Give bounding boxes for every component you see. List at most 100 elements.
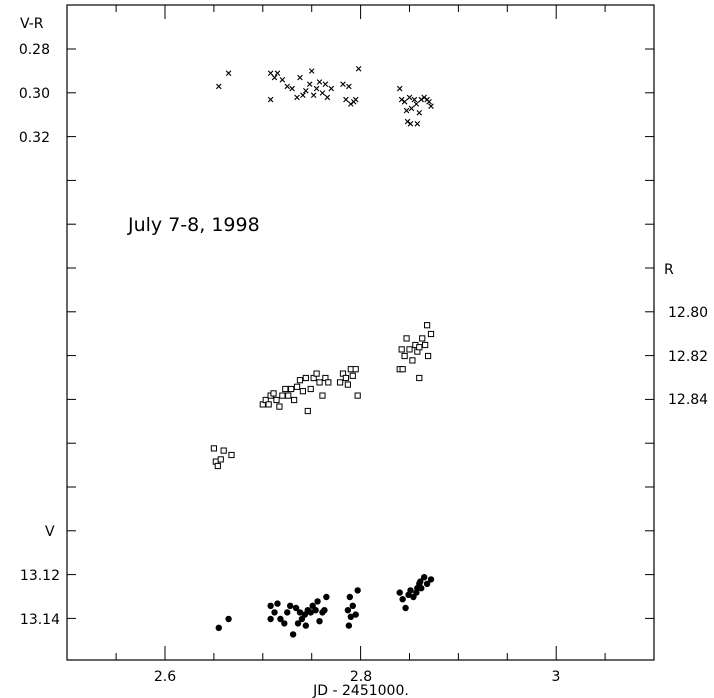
v-point-24 [267, 615, 274, 623]
v-point-16 [307, 609, 314, 616]
v-point-18 [312, 607, 319, 614]
vr-point-13 [306, 81, 313, 87]
vr-point-6 [279, 77, 286, 83]
v-point-7 [284, 609, 291, 616]
vr-point-29 [396, 85, 403, 92]
v-point-37 [407, 587, 414, 594]
vr-tick-label-2: 0.32 [19, 130, 50, 146]
r-point-12 [276, 403, 283, 410]
r-point-21 [302, 374, 309, 382]
r-point-22 [304, 407, 311, 415]
v-tick-label-1: 13.14 [20, 612, 60, 628]
r-point-42 [406, 346, 413, 353]
r-point-43 [409, 357, 416, 364]
v-point-22 [321, 607, 328, 614]
vr-point-2 [267, 70, 274, 76]
r-point-13 [279, 392, 286, 399]
r-point-11 [273, 396, 280, 404]
v-point-46 [417, 578, 424, 585]
v-point-29 [352, 611, 359, 618]
vr-point-8 [289, 85, 295, 92]
r-point-8 [265, 401, 272, 408]
r-point-46 [416, 344, 423, 351]
r-point-33 [344, 381, 351, 388]
r-point-16 [288, 385, 295, 393]
vr-point-27 [352, 96, 359, 103]
vr-point-21 [328, 85, 335, 92]
vr-point-16 [313, 85, 320, 92]
vr-point-9 [294, 94, 300, 101]
r-point-23 [307, 385, 314, 393]
r-point-4 [220, 447, 227, 454]
v-point-6 [281, 620, 288, 627]
r-point-20 [299, 388, 306, 395]
v-point-35 [402, 604, 409, 612]
r-point-52 [416, 374, 423, 382]
x-tick-label-2: 3 [552, 669, 561, 685]
vr-point-12 [303, 88, 309, 94]
vr-point-15 [310, 92, 317, 98]
v-point-44 [427, 576, 435, 583]
x-tick-label-1: 2.8 [350, 669, 372, 685]
v-point-11 [294, 620, 302, 627]
vr-point-7 [284, 83, 291, 90]
r-point-29 [325, 379, 332, 386]
r-point-41 [403, 335, 410, 342]
v-point-45 [414, 585, 421, 592]
r-point-49 [424, 352, 432, 360]
vr-point-28 [355, 66, 362, 72]
v-point-10 [292, 604, 300, 612]
r-point-48 [422, 341, 429, 349]
r-point-14 [282, 385, 289, 393]
v-point-1 [225, 615, 232, 623]
vr-point-19 [322, 81, 329, 87]
r-point-10 [270, 390, 277, 397]
v-point-2 [267, 602, 274, 609]
vr-point-45 [414, 121, 421, 127]
v-point-32 [345, 622, 353, 629]
v-point-28 [349, 602, 356, 609]
vr-point-24 [346, 83, 352, 90]
r-point-26 [316, 379, 323, 386]
r-axis-label: R [664, 262, 674, 278]
r-point-3 [217, 456, 224, 463]
r-point-5 [228, 451, 235, 459]
v-point-30 [354, 587, 361, 594]
vr-point-37 [416, 110, 423, 116]
vr-tick-label-1: 0.30 [19, 86, 50, 102]
v-point-4 [274, 600, 281, 607]
plot-frame [66, 4, 655, 661]
vr-point-10 [297, 74, 303, 81]
vr-point-35 [411, 96, 418, 103]
r-point-25 [313, 370, 320, 377]
vr-point-3 [271, 74, 278, 81]
r-point-51 [399, 366, 406, 373]
v-point-31 [346, 593, 354, 601]
x-axis-label: JD - 2451000. [312, 683, 409, 698]
r-point-18 [293, 383, 301, 390]
r-tick-label-0: 12.80 [668, 305, 708, 321]
r-tick-label-2: 12.84 [668, 392, 708, 408]
r-point-27 [319, 392, 326, 399]
vr-point-5 [267, 96, 274, 103]
vr-point-4 [274, 70, 281, 76]
v-point-27 [347, 613, 355, 620]
vr-point-44 [407, 121, 414, 127]
r-point-36 [352, 366, 359, 373]
r-point-37 [354, 392, 361, 399]
vr-point-18 [319, 90, 326, 96]
vr-point-23 [343, 96, 349, 103]
v-point-20 [316, 618, 323, 625]
vr-point-32 [403, 107, 410, 114]
v-axis-label: V [45, 524, 55, 540]
r-point-39 [398, 346, 405, 353]
vr-point-33 [406, 94, 413, 101]
v-point-23 [323, 593, 330, 601]
v-point-8 [286, 602, 294, 609]
r-point-19 [296, 377, 304, 384]
vr-point-1 [225, 70, 232, 76]
data-points [210, 66, 435, 638]
vr-point-11 [300, 92, 306, 98]
vr-point-0 [216, 83, 222, 90]
